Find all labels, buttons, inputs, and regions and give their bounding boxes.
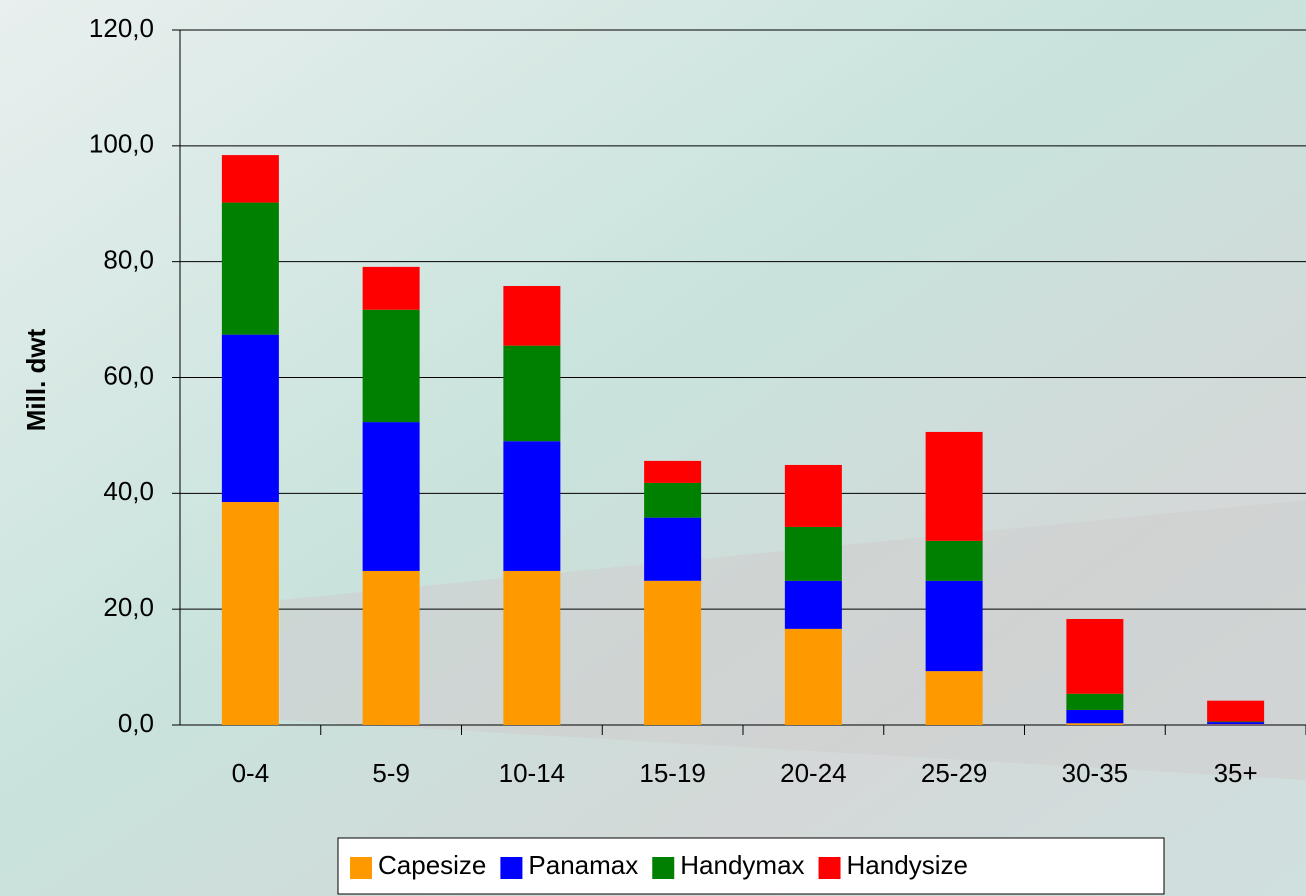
bar-segment bbox=[925, 431, 983, 541]
bar-segment bbox=[644, 580, 702, 725]
bar-segment bbox=[784, 628, 842, 725]
legend-label: Capesize bbox=[378, 850, 486, 880]
bar-segment bbox=[644, 517, 702, 581]
y-tick-label: 20,0 bbox=[103, 592, 154, 622]
y-axis-label: Mill. dwt bbox=[21, 328, 51, 431]
legend-swatch bbox=[818, 857, 841, 879]
y-tick-label: 40,0 bbox=[103, 476, 154, 506]
bar-segment bbox=[644, 460, 702, 483]
bar-segment bbox=[221, 202, 279, 335]
legend bbox=[337, 837, 1165, 895]
bar-segment bbox=[362, 309, 420, 423]
bar-segment bbox=[503, 285, 561, 346]
bar-segment bbox=[221, 155, 279, 203]
bar-segment bbox=[1066, 723, 1124, 725]
bar-segment bbox=[221, 502, 279, 725]
bar-segment bbox=[784, 580, 842, 629]
legend-label: Handysize bbox=[847, 850, 968, 880]
bar-segment bbox=[784, 526, 842, 581]
bar-segment bbox=[1066, 709, 1124, 724]
y-tick-label: 120,0 bbox=[89, 13, 154, 43]
bar-segment bbox=[1207, 700, 1265, 722]
x-tick-label: 20-24 bbox=[780, 758, 847, 788]
bar-segment bbox=[503, 441, 561, 571]
x-tick-label: 0-4 bbox=[232, 758, 270, 788]
y-tick-label: 60,0 bbox=[103, 360, 154, 390]
x-tick-label: 15-19 bbox=[639, 758, 706, 788]
bar-segment bbox=[1066, 619, 1124, 694]
y-tick-label: 80,0 bbox=[103, 245, 154, 275]
bar-segment bbox=[925, 671, 983, 725]
legend-swatch bbox=[500, 857, 523, 879]
bar-segment bbox=[362, 570, 420, 725]
legend-label: Handymax bbox=[680, 850, 804, 880]
bar-segment bbox=[362, 266, 420, 310]
bar-segment bbox=[221, 334, 279, 503]
y-tick-label: 0,0 bbox=[118, 708, 154, 738]
legend-swatch bbox=[652, 857, 675, 879]
bar-segment bbox=[1066, 693, 1124, 710]
bar-segment bbox=[925, 540, 983, 581]
bar-segment bbox=[925, 580, 983, 672]
bar-segment bbox=[1207, 721, 1265, 723]
legend-label: Panamax bbox=[528, 850, 638, 880]
x-tick-label: 35+ bbox=[1214, 758, 1258, 788]
bar-segment bbox=[1207, 722, 1265, 725]
bar-segment bbox=[1207, 724, 1265, 725]
legend-swatch bbox=[350, 857, 372, 879]
bar-segment bbox=[784, 464, 842, 527]
x-tick-label: 5-9 bbox=[372, 758, 410, 788]
bar-segment bbox=[644, 482, 702, 518]
y-tick-label: 100,0 bbox=[89, 129, 154, 159]
x-tick-label: 30-35 bbox=[1062, 758, 1129, 788]
bar-segment bbox=[503, 345, 561, 442]
bar-segment bbox=[362, 422, 420, 571]
x-tick-label: 10-14 bbox=[499, 758, 566, 788]
x-tick-label: 25-29 bbox=[921, 758, 988, 788]
bar-segment bbox=[503, 570, 561, 725]
